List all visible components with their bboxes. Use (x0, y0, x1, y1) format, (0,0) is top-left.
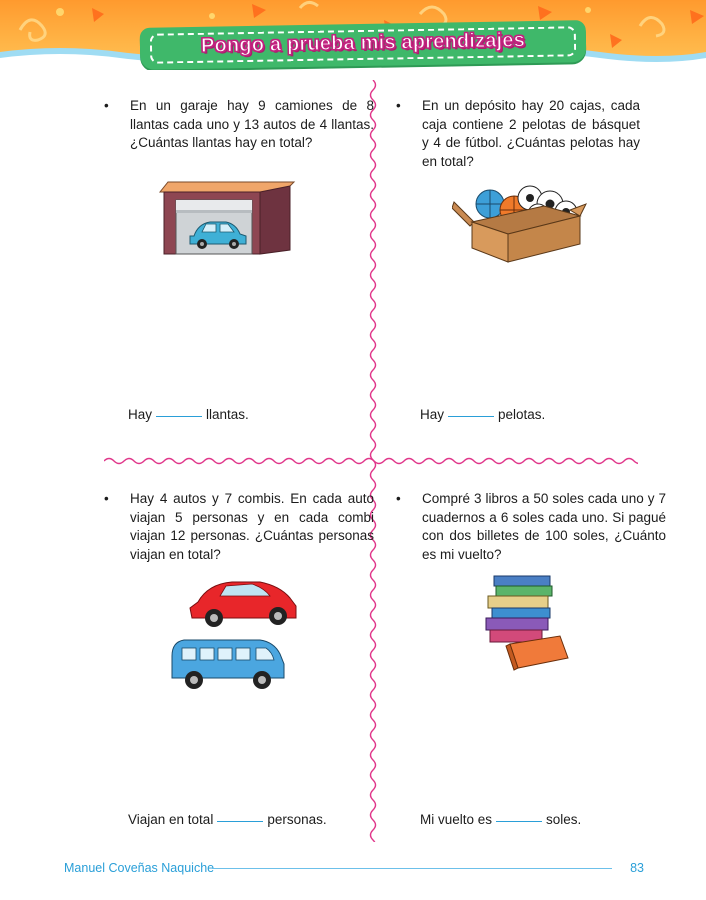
answer-suffix: llantas. (206, 407, 249, 422)
bullet: • (396, 98, 401, 113)
answer-blank[interactable] (496, 820, 543, 822)
car-and-van-icon (171, 581, 297, 689)
answer-blank[interactable] (448, 415, 495, 417)
problem-text: En un garaje hay 9 camiones de 8 llantas… (130, 98, 374, 150)
answer-prefix: Viajan en total (128, 812, 214, 827)
answer-line-vehicles: Viajan en total personas. (128, 812, 327, 827)
vertical-divider (369, 80, 377, 842)
answer-suffix: soles. (546, 812, 582, 827)
answer-blank[interactable] (156, 415, 203, 417)
horizontal-divider (104, 457, 638, 465)
page-number: 83 (630, 861, 644, 875)
answer-suffix: personas. (267, 812, 327, 827)
answer-prefix: Mi vuelto es (420, 812, 493, 827)
header-decoration (18, 1, 704, 48)
answer-line-balls: Hay pelotas. (420, 407, 545, 422)
problem-text: Compré 3 libros a 50 soles cada uno y 7 … (422, 491, 666, 562)
bullet: • (104, 491, 109, 506)
answer-prefix: Hay (420, 407, 445, 422)
problem-text: En un depósito hay 20 cajas, cada caja c… (422, 98, 640, 169)
page-header: Pongo a prueba mis aprendizajes (0, 0, 706, 70)
answer-line-garage: Hay llantas. (128, 407, 249, 422)
footer-rule (212, 868, 612, 869)
problem-text: Hay 4 autos y 7 combis. En cada auto via… (130, 491, 374, 562)
bullet: • (104, 98, 109, 113)
footer-author: Manuel Coveñas Naquiche (64, 861, 215, 875)
answer-prefix: Hay (128, 407, 153, 422)
stack-of-books-icon (485, 575, 569, 671)
answer-suffix: pelotas. (498, 407, 546, 422)
title-tab: Pongo a prueba mis aprendizajes (139, 20, 587, 70)
garage-with-car-icon (158, 181, 296, 255)
answer-blank[interactable] (217, 820, 264, 822)
answer-line-books: Mi vuelto es soles. (420, 812, 581, 827)
bullet: • (396, 491, 401, 506)
box-of-balls-icon (452, 185, 588, 263)
